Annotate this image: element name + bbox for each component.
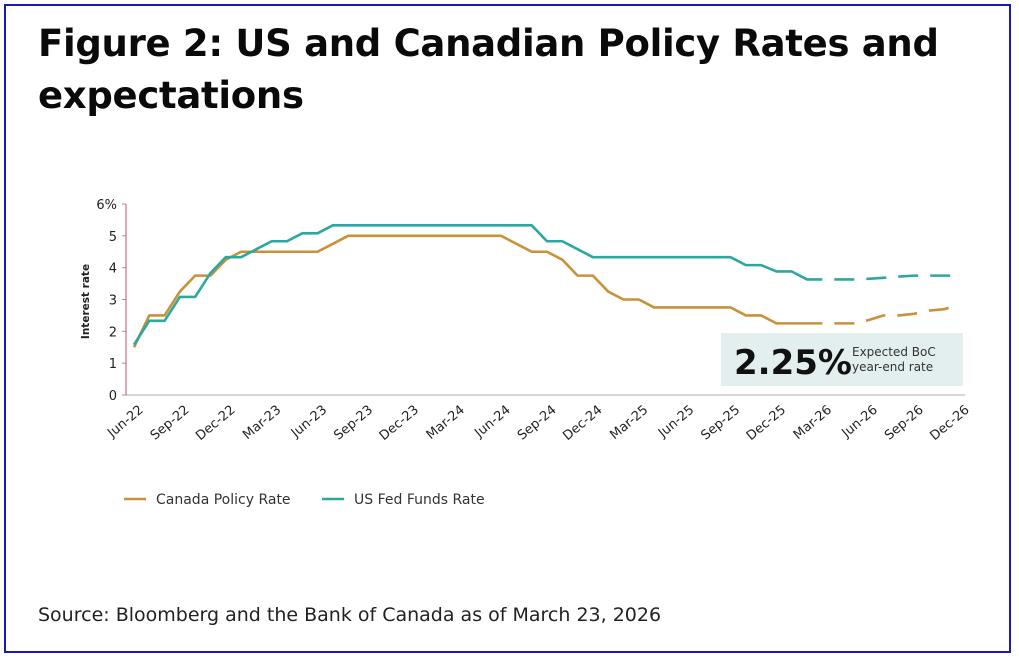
callout-label-line1: Expected BoC: [852, 345, 936, 359]
series-line-forecast: [822, 274, 960, 281]
x-tick-label: Jun-24: [471, 403, 513, 442]
x-tick-label: Mar-24: [424, 403, 468, 443]
callout-value: 2.25%: [734, 343, 852, 383]
x-tick-label: Dec-22: [193, 403, 238, 444]
callout-background: [721, 333, 963, 386]
y-tick-label: 1: [109, 357, 117, 372]
x-tick-label: Dec-24: [560, 403, 605, 444]
y-tick-label: 0: [109, 389, 117, 404]
x-tick-label: Sep-23: [331, 403, 376, 444]
series-line-forecast: [822, 303, 961, 325]
y-tick-label: 6%: [96, 198, 117, 213]
y-axis-title: Interest rate: [80, 264, 92, 339]
legend-item-us: US Fed Funds Rate: [322, 492, 485, 508]
figure-frame: [4, 4, 1011, 653]
legend-label: Canada Policy Rate: [156, 492, 291, 508]
x-tick-label: Sep-22: [148, 403, 193, 444]
series-us-fed-funds-rate: [132, 224, 960, 346]
x-tick-label: Sep-24: [515, 403, 560, 444]
figure-title: Figure 2: US and Canadian Policy Rates a…: [38, 22, 939, 117]
x-tick-label: Mar-26: [791, 403, 835, 443]
series-line-actual: [132, 234, 823, 348]
y-tick-label: 5: [109, 230, 117, 245]
x-tick-label: Mar-23: [240, 403, 284, 443]
x-tick-label: Dec-23: [377, 403, 422, 444]
x-tick-label: Jun-25: [655, 403, 697, 442]
legend-label: US Fed Funds Rate: [354, 492, 485, 508]
legend-item-canada: Canada Policy Rate: [124, 492, 291, 508]
x-tick-label: Jun-26: [839, 403, 881, 442]
series-line-actual: [132, 224, 823, 346]
source-note: Source: Bloomberg and the Bank of Canada…: [38, 604, 662, 626]
y-tick-label: 2: [109, 325, 117, 340]
x-tick-label: Sep-25: [698, 403, 743, 444]
x-tick-label: Sep-26: [882, 403, 927, 444]
x-tick-label: Dec-25: [744, 403, 789, 444]
x-tick-label: Mar-25: [607, 403, 651, 443]
x-tick-label: Jun-23: [288, 403, 330, 442]
y-tick-label: 4: [109, 262, 117, 277]
x-tick-label: Jun-22: [104, 403, 146, 442]
callout-box: 2.25% Expected BoC year-end rate: [721, 333, 963, 386]
x-tick-label: Dec-26: [927, 403, 972, 444]
callout-label-line2: year-end rate: [852, 360, 933, 374]
y-tick-label: 3: [109, 294, 117, 309]
series-canada-policy-rate: [132, 234, 961, 348]
legend: Canada Policy Rate US Fed Funds Rate: [124, 492, 485, 508]
